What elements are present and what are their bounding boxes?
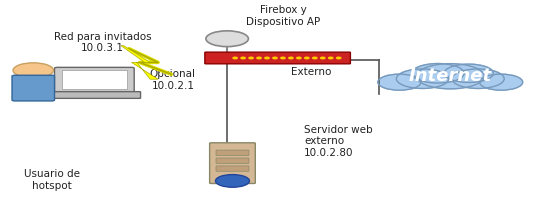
- Text: Firebox y
Dispositivo AP: Firebox y Dispositivo AP: [246, 5, 320, 27]
- Text: Servidor web
externo
10.0.2.80: Servidor web externo 10.0.2.80: [304, 125, 373, 158]
- Circle shape: [452, 69, 504, 88]
- Circle shape: [320, 57, 325, 59]
- Circle shape: [297, 57, 301, 59]
- FancyBboxPatch shape: [48, 92, 140, 98]
- Circle shape: [305, 57, 309, 59]
- Circle shape: [328, 57, 333, 59]
- Circle shape: [265, 57, 269, 59]
- Circle shape: [257, 57, 261, 59]
- Text: Opcional
10.0.2.1: Opcional 10.0.2.1: [150, 69, 195, 91]
- Text: Red para invitados
10.0.3.1: Red para invitados 10.0.3.1: [53, 32, 151, 54]
- Circle shape: [313, 57, 317, 59]
- FancyBboxPatch shape: [216, 166, 249, 171]
- Text: Internet: Internet: [409, 67, 492, 85]
- Circle shape: [249, 57, 253, 59]
- Circle shape: [378, 74, 421, 90]
- Circle shape: [289, 57, 293, 59]
- FancyBboxPatch shape: [54, 67, 134, 93]
- Circle shape: [13, 63, 53, 78]
- Circle shape: [206, 31, 248, 47]
- FancyBboxPatch shape: [62, 70, 127, 89]
- Circle shape: [273, 57, 277, 59]
- FancyBboxPatch shape: [216, 150, 249, 156]
- FancyBboxPatch shape: [205, 52, 350, 64]
- Circle shape: [281, 57, 285, 59]
- FancyBboxPatch shape: [210, 143, 255, 184]
- Circle shape: [241, 57, 245, 59]
- Polygon shape: [121, 46, 158, 79]
- Circle shape: [480, 74, 523, 90]
- Text: Externo: Externo: [291, 67, 331, 77]
- Circle shape: [417, 64, 484, 89]
- Circle shape: [444, 64, 493, 82]
- Circle shape: [216, 175, 249, 187]
- Circle shape: [336, 57, 341, 59]
- Text: Usuario de
hotspot: Usuario de hotspot: [24, 169, 80, 191]
- Circle shape: [412, 63, 464, 83]
- Circle shape: [396, 69, 449, 88]
- FancyBboxPatch shape: [216, 158, 249, 163]
- FancyBboxPatch shape: [12, 75, 54, 101]
- Circle shape: [233, 57, 237, 59]
